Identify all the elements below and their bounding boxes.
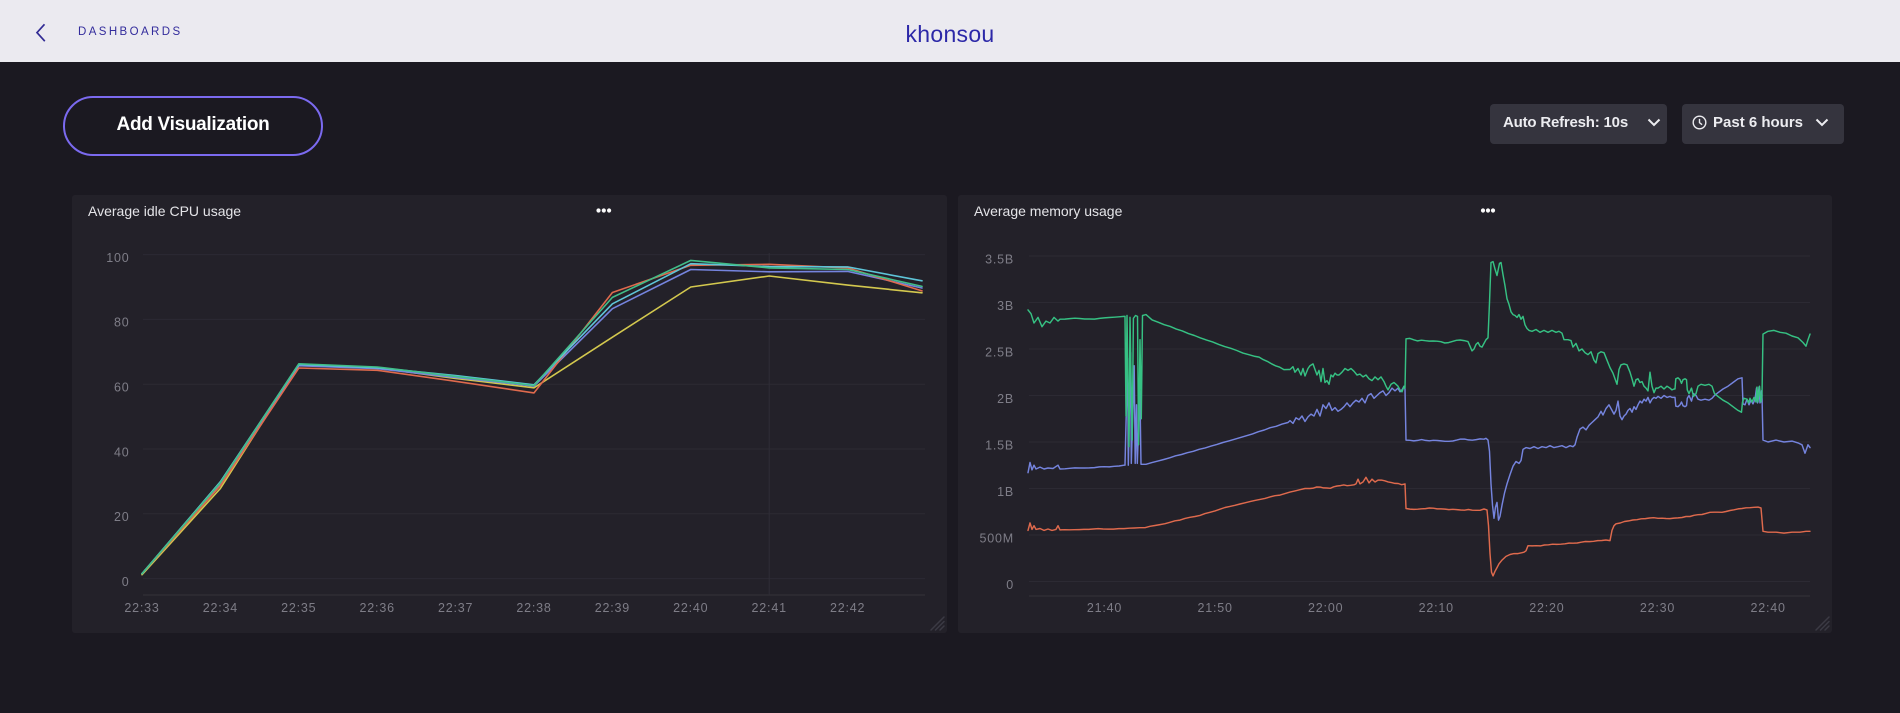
svg-text:22:10: 22:10	[1419, 601, 1454, 615]
svg-text:22:41: 22:41	[752, 601, 787, 615]
svg-text:21:40: 21:40	[1087, 601, 1122, 615]
svg-text:22:00: 22:00	[1308, 601, 1343, 615]
svg-text:40: 40	[114, 445, 130, 459]
svg-text:22:30: 22:30	[1640, 601, 1675, 615]
svg-text:22:40: 22:40	[673, 601, 708, 615]
svg-text:3B: 3B	[997, 299, 1014, 313]
svg-text:80: 80	[114, 316, 130, 330]
svg-text:22:42: 22:42	[830, 601, 865, 615]
svg-text:22:36: 22:36	[360, 601, 395, 615]
svg-text:20: 20	[114, 510, 130, 524]
svg-text:22:34: 22:34	[203, 601, 238, 615]
svg-text:22:37: 22:37	[438, 601, 473, 615]
svg-text:0: 0	[1006, 578, 1014, 592]
svg-text:2.5B: 2.5B	[985, 345, 1014, 359]
svg-text:100: 100	[106, 251, 129, 265]
svg-text:2B: 2B	[997, 392, 1014, 406]
svg-text:60: 60	[114, 381, 130, 395]
svg-text:1B: 1B	[997, 485, 1014, 499]
svg-text:22:35: 22:35	[281, 601, 316, 615]
svg-text:1.5B: 1.5B	[985, 438, 1014, 452]
svg-text:0: 0	[122, 575, 130, 589]
svg-text:22:20: 22:20	[1529, 601, 1564, 615]
svg-text:3.5B: 3.5B	[985, 252, 1014, 266]
svg-text:500M: 500M	[980, 531, 1014, 545]
svg-text:22:38: 22:38	[516, 601, 551, 615]
svg-text:22:39: 22:39	[595, 601, 630, 615]
svg-text:22:40: 22:40	[1750, 601, 1785, 615]
svg-text:22:33: 22:33	[124, 601, 159, 615]
svg-text:21:50: 21:50	[1197, 601, 1232, 615]
